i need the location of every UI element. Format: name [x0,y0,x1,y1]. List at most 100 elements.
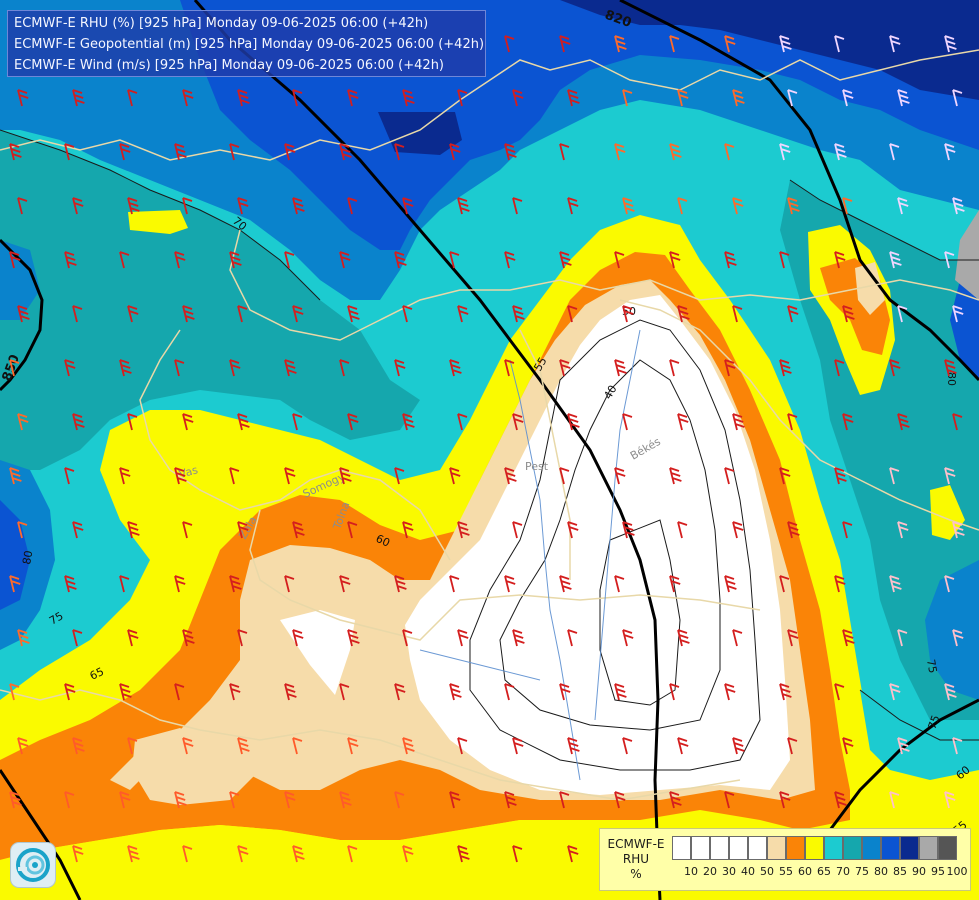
legend-tick-label: 70 [836,865,850,878]
wind-barb [347,197,358,215]
contour-label: 80 [945,372,958,386]
legend-tick-label: 50 [760,865,774,878]
legend-swatch [767,836,786,860]
wind-barb [732,89,745,107]
wind-barb [284,251,295,269]
wind-barb [504,251,516,269]
wind-barb [834,143,847,161]
wind-barb [119,575,130,593]
wind-barb [889,359,901,377]
wind-barb [787,521,800,539]
wind-barb [842,197,853,215]
wind-barb [504,575,516,593]
wind-barb [842,737,854,755]
wind-barb [127,521,140,539]
wind-barb [182,89,194,107]
wind-barb [889,683,901,701]
wind-barbs [9,35,965,863]
wind-barb [127,737,138,755]
rhu-75-band-west [0,130,420,470]
swirl-icon [16,848,50,882]
wind-barb [677,197,688,215]
legend-tick-label: 95 [931,865,945,878]
wind-barb [669,251,681,269]
wind-barb [119,683,132,701]
wind-barb [567,845,579,863]
wind-barb [119,359,132,377]
wind-barb [834,683,845,701]
contour-label: 55 [531,355,549,374]
wind-barb [944,791,956,809]
wind-barb [614,143,626,161]
legend-swatch [900,836,919,860]
wind-barb [339,143,352,161]
wind-barb [457,305,469,323]
wind-barb [614,467,626,485]
wind-barb [229,143,240,161]
wind-barb [732,305,743,323]
wind-barb [402,89,415,107]
legend-swatch [843,836,862,860]
legend-tick-label: 100 [946,865,968,878]
contour-label: 60 [374,532,392,550]
wind-barb [402,629,413,647]
wind-barb [724,35,736,53]
wind-barb [457,845,470,863]
wind-barb [504,143,517,161]
wind-barb [622,413,633,431]
legend-tick-label: 60 [798,865,812,878]
wind-barb [724,251,737,269]
wind-barb [952,305,964,323]
legend-swatch [862,836,881,860]
wind-barb [394,143,405,161]
legend-swatch [881,836,900,860]
wind-barb [457,521,470,539]
wind-barb [292,521,305,539]
wind-barb [402,737,415,755]
legend-swatch [938,836,957,860]
wind-barb [64,467,75,485]
wind-barb [724,575,737,593]
wind-barb [779,575,790,593]
wind-barb [64,575,77,593]
wind-barb [567,305,578,323]
wind-barb [457,89,468,107]
wind-barb [127,89,138,107]
wind-barb [64,251,77,269]
wind-barb [229,683,241,701]
wind-barb [339,467,352,485]
legend-tick-label: 10 [684,865,698,878]
wind-barb [952,521,965,539]
wind-barb [284,143,296,161]
wind-barb [292,629,304,647]
wind-barb [457,197,470,215]
wind-barb [237,737,250,755]
legend-tick-label: 55 [779,865,793,878]
rhu-80-east-lobe [925,560,979,700]
wind-barb [72,521,84,539]
wind-barb [614,359,627,377]
wind-barb [394,467,405,485]
contour-label: 40 [601,383,619,402]
rhu-65-island-nw [128,210,188,234]
wind-barb [677,305,690,323]
legend-swatch [729,836,748,860]
wind-barb [567,629,578,647]
wind-barb [614,791,626,809]
wind-barb [449,467,461,485]
wind-barb [834,359,845,377]
wind-barb [182,737,194,755]
wind-barb [127,197,140,215]
wind-barb [732,413,745,431]
wind-barb [889,35,901,53]
wind-barb [394,683,406,701]
wind-barb [889,467,900,485]
title-rhu: ECMWF-E RHU (%) [925 hPa] Monday 09-06-2… [14,16,429,31]
wind-barb [9,143,22,161]
wind-barb [897,89,910,107]
contour-label: 75 [924,658,939,674]
wind-barb [614,251,625,269]
wind-barb [889,251,902,269]
title-wind: ECMWF-E Wind (m/s) [925 hPa] Monday 09-0… [14,58,445,73]
